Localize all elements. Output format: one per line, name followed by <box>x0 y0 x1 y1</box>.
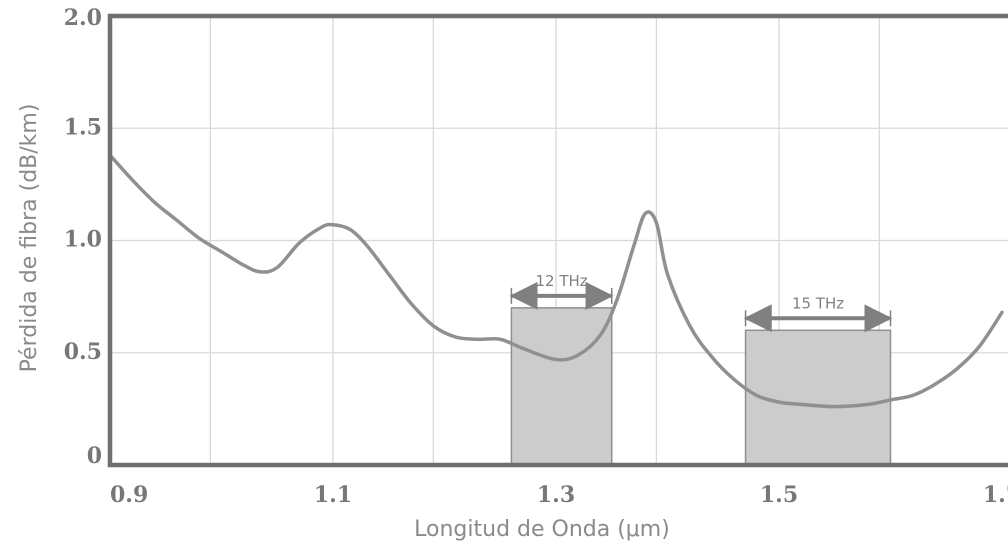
x-axis-label: Longitud de Onda (μm) <box>414 517 670 542</box>
y-tick-label: 0 <box>87 443 102 469</box>
x-tick-label: 0.9 <box>110 482 148 508</box>
band-rect <box>510 307 613 466</box>
x-tick-label: 1.5 <box>760 482 798 508</box>
loss-curve-layer <box>110 153 1004 409</box>
plot-frame <box>107 13 1008 468</box>
bandwidth-windows: 12 THz 15 THz <box>509 272 893 466</box>
tick-labels: 0 0.5 1.0 1.5 2.0 0.9 1.1 1.3 1.5 1.7 <box>64 5 1008 508</box>
x-tick-label: 1.1 <box>314 482 352 508</box>
y-tick-label: 1.0 <box>64 227 102 253</box>
band-rect <box>744 329 892 466</box>
loss-curve <box>110 153 1004 409</box>
x-tick-label: 1.7 <box>983 482 1008 508</box>
y-tick-label: 2.0 <box>64 5 102 31</box>
x-tick-label: 1.3 <box>537 482 575 508</box>
band-label: 12 THz <box>535 272 587 290</box>
gridlines <box>110 16 1008 465</box>
y-tick-label: 1.5 <box>64 114 102 140</box>
axis-frame <box>107 13 1008 468</box>
band-label: 15 THz <box>792 294 844 312</box>
y-axis-label: Pérdida de fibra (dB/km) <box>17 104 42 373</box>
y-tick-label: 0.5 <box>64 339 102 365</box>
